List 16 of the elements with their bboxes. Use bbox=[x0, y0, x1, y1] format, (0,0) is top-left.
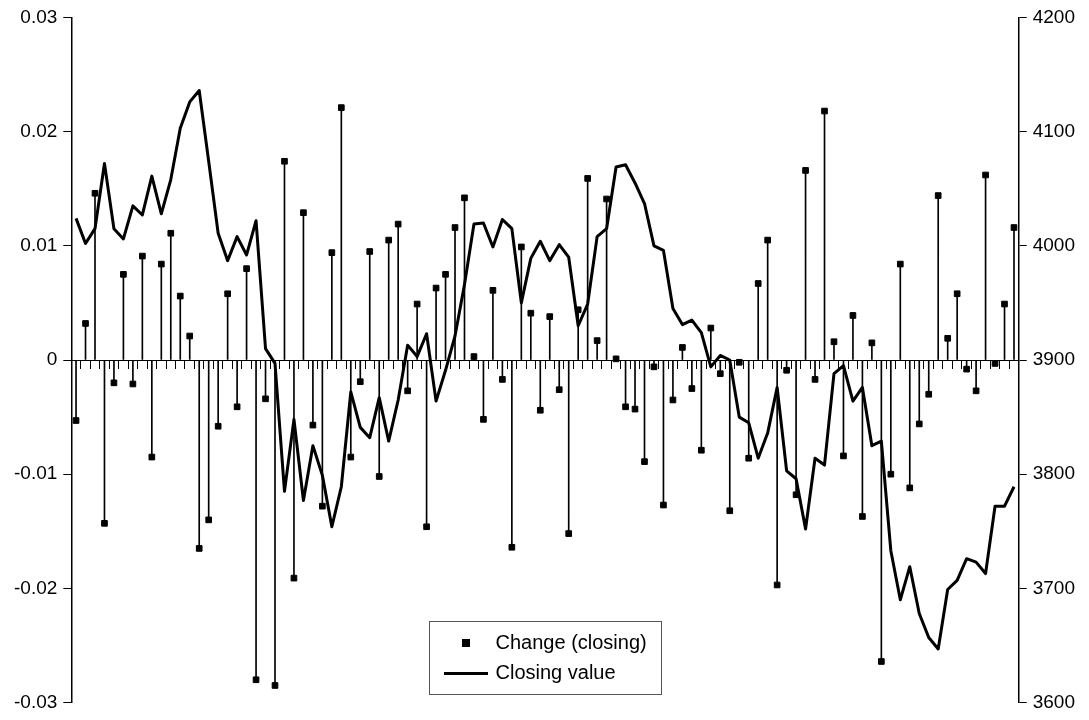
legend-label: Closing value bbox=[495, 661, 616, 685]
legend-label: Change (closing) bbox=[495, 631, 647, 655]
y2-tick-label: 4200 bbox=[1032, 5, 1076, 27]
y-tick-label: -0.01 bbox=[13, 462, 58, 484]
y-tick-label: -0.02 bbox=[13, 576, 58, 598]
y2-tick-label: 3600 bbox=[1032, 690, 1076, 712]
y2-tick-label: 3700 bbox=[1032, 576, 1076, 598]
y2-tick-label: 4100 bbox=[1032, 119, 1076, 141]
y-tick-label: 0.02 bbox=[20, 119, 58, 141]
y2-tick-label: 4000 bbox=[1032, 234, 1076, 256]
y-tick-label: 0.01 bbox=[20, 234, 58, 256]
y2-tick-label: 3900 bbox=[1032, 348, 1076, 370]
y-tick-label: -0.03 bbox=[13, 690, 58, 712]
y-tick-label: 0 bbox=[46, 348, 58, 370]
y2-tick-label: 3800 bbox=[1032, 462, 1076, 484]
y-tick-label: 0.03 bbox=[20, 5, 58, 27]
